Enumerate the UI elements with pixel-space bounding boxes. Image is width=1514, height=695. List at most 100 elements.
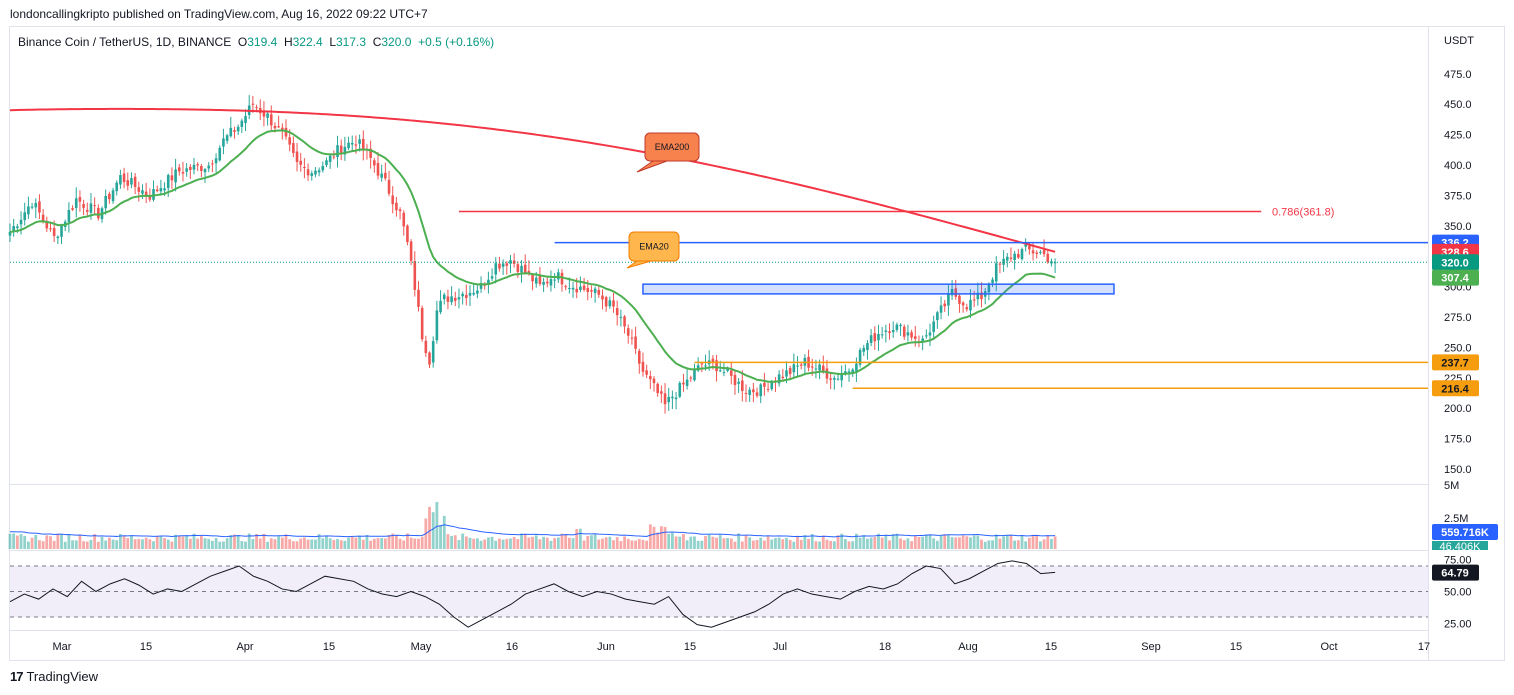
candle-body bbox=[1053, 262, 1057, 264]
candle-body bbox=[593, 288, 597, 293]
volume-bar bbox=[111, 539, 115, 549]
volume-bar bbox=[704, 535, 707, 549]
volume-bar bbox=[832, 541, 836, 549]
candle-body bbox=[494, 263, 498, 275]
volume-bar bbox=[726, 538, 729, 549]
candle-body bbox=[19, 219, 23, 225]
time-tick-label: Sep bbox=[1141, 641, 1161, 653]
candle-body bbox=[30, 206, 34, 208]
candle-body bbox=[954, 288, 958, 297]
candle-body bbox=[1031, 250, 1035, 254]
candle-body bbox=[406, 225, 409, 243]
candle-body bbox=[649, 376, 652, 380]
volume-bar bbox=[479, 540, 483, 549]
volume-bar bbox=[339, 540, 343, 549]
candle-body bbox=[759, 384, 763, 397]
candle-body bbox=[108, 193, 111, 200]
candle-body bbox=[531, 274, 534, 282]
candle-body bbox=[1042, 250, 1046, 255]
candle-body bbox=[634, 336, 637, 349]
rsi-last-badge bbox=[1432, 564, 1479, 581]
time-tick-label: 15 bbox=[323, 641, 335, 653]
volume-bar bbox=[60, 534, 63, 549]
candle-body bbox=[575, 288, 579, 293]
volume-bar bbox=[740, 541, 744, 549]
volume-bar bbox=[770, 539, 774, 549]
ema20-price-badge bbox=[1432, 269, 1479, 286]
volume-bar bbox=[361, 539, 365, 549]
candle-body bbox=[166, 175, 170, 189]
volume-bar bbox=[987, 540, 991, 549]
candle-body bbox=[336, 145, 339, 157]
candle-body bbox=[104, 195, 107, 209]
candle-body bbox=[299, 160, 303, 165]
volume-bar bbox=[711, 536, 715, 549]
candle-body bbox=[476, 290, 479, 294]
candle-body bbox=[899, 324, 902, 327]
volume-bar bbox=[520, 533, 523, 549]
volume-bar bbox=[233, 534, 236, 549]
volume-bar bbox=[913, 535, 917, 549]
volume-bar bbox=[829, 540, 833, 549]
volume-bar bbox=[781, 539, 785, 549]
candle-body bbox=[122, 173, 126, 183]
volume-bar bbox=[89, 539, 93, 549]
candle-body bbox=[119, 175, 122, 185]
candle-body bbox=[891, 330, 895, 333]
candle-body bbox=[777, 374, 781, 384]
candle-body bbox=[71, 208, 74, 210]
volume-bar bbox=[347, 537, 350, 549]
candle-body bbox=[130, 178, 133, 185]
volume-bar bbox=[608, 536, 612, 549]
candle-body bbox=[490, 276, 494, 279]
volume-bar bbox=[310, 539, 314, 549]
volume-bar bbox=[744, 534, 748, 549]
symbol-name[interactable]: Binance Coin / TetherUS, 1D, BINANCE bbox=[18, 35, 232, 49]
low-value: 317.3 bbox=[336, 35, 367, 49]
volume-bar bbox=[902, 540, 906, 549]
volume-bar bbox=[71, 540, 74, 549]
symbol-legend[interactable]: Binance Coin / TetherUS, 1D, BINANCE O31… bbox=[18, 35, 494, 49]
volume-bar bbox=[689, 536, 693, 549]
candle-body bbox=[424, 340, 428, 354]
candle-body bbox=[663, 393, 667, 405]
volume-bar bbox=[284, 534, 288, 549]
volume-bar bbox=[280, 537, 284, 549]
candle-body bbox=[93, 205, 96, 207]
candle-body bbox=[409, 241, 413, 261]
volume-bar bbox=[564, 534, 568, 549]
candle-body bbox=[1009, 257, 1013, 259]
brand-name: TradingView bbox=[26, 669, 99, 684]
volume-bar bbox=[777, 537, 781, 549]
ema200-callout-box bbox=[644, 132, 700, 162]
low-label: L bbox=[329, 35, 336, 49]
publisher-line: londoncallingkripto published on Trading… bbox=[10, 7, 428, 21]
volume-bar bbox=[593, 534, 597, 549]
close-value: 320.0 bbox=[381, 35, 412, 49]
candle-body bbox=[85, 209, 89, 212]
volume-bar bbox=[288, 539, 292, 549]
candle-body bbox=[8, 231, 12, 236]
volume-bar bbox=[994, 534, 998, 549]
volume-bar bbox=[796, 536, 799, 549]
candle-body bbox=[818, 364, 821, 371]
price-tick-label: 275.0 bbox=[1444, 312, 1472, 324]
volume-bar bbox=[453, 535, 457, 549]
candle-body bbox=[785, 370, 788, 377]
volume-bar bbox=[884, 534, 888, 549]
volume-bar bbox=[494, 540, 498, 549]
candle-body bbox=[12, 226, 15, 232]
candle-body bbox=[505, 263, 509, 266]
volume-bar bbox=[49, 536, 52, 549]
candle-body bbox=[255, 107, 258, 109]
volume-bar bbox=[74, 540, 78, 549]
candle-body bbox=[961, 302, 965, 306]
candle-body bbox=[181, 171, 185, 174]
volume-bar bbox=[645, 540, 649, 549]
candle-body bbox=[660, 391, 663, 394]
last-price-badge bbox=[1432, 254, 1479, 271]
volume-bar bbox=[685, 540, 689, 549]
candle-body bbox=[74, 198, 78, 209]
ema20-line bbox=[9, 129, 1056, 383]
